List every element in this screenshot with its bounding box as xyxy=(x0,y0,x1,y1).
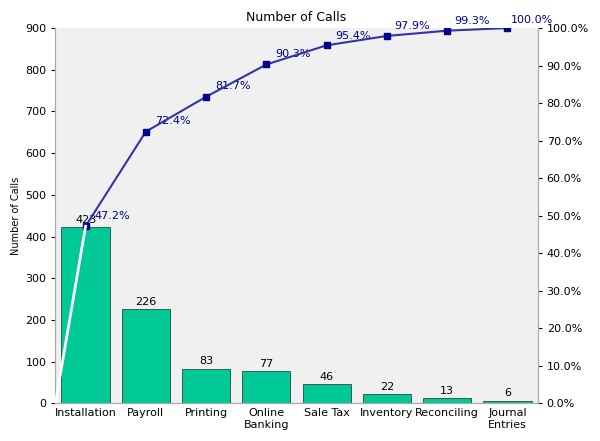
Text: 72.4%: 72.4% xyxy=(155,116,191,126)
Text: 13: 13 xyxy=(440,385,454,396)
Bar xyxy=(61,227,110,404)
Text: 90.3%: 90.3% xyxy=(275,49,311,59)
Text: 47.2%: 47.2% xyxy=(95,211,130,220)
Text: 22: 22 xyxy=(380,382,394,392)
Text: 46: 46 xyxy=(320,372,334,382)
Bar xyxy=(484,401,532,404)
Text: 100.0%: 100.0% xyxy=(511,15,553,25)
Text: 95.4%: 95.4% xyxy=(335,31,371,41)
Text: 83: 83 xyxy=(199,356,213,366)
Text: 77: 77 xyxy=(259,359,274,369)
Bar xyxy=(423,398,472,404)
Title: Number of Calls: Number of Calls xyxy=(247,11,347,24)
Y-axis label: Number of Calls: Number of Calls xyxy=(11,176,21,255)
Bar xyxy=(182,369,230,404)
Text: 97.9%: 97.9% xyxy=(394,22,430,31)
Text: 423: 423 xyxy=(75,214,96,224)
Text: 81.7%: 81.7% xyxy=(215,81,251,91)
Bar xyxy=(302,384,351,404)
Bar xyxy=(363,394,411,404)
Bar xyxy=(122,309,170,404)
Text: 6: 6 xyxy=(504,389,511,398)
Text: 226: 226 xyxy=(135,297,157,306)
Bar xyxy=(242,371,290,404)
Text: 99.3%: 99.3% xyxy=(454,16,490,26)
